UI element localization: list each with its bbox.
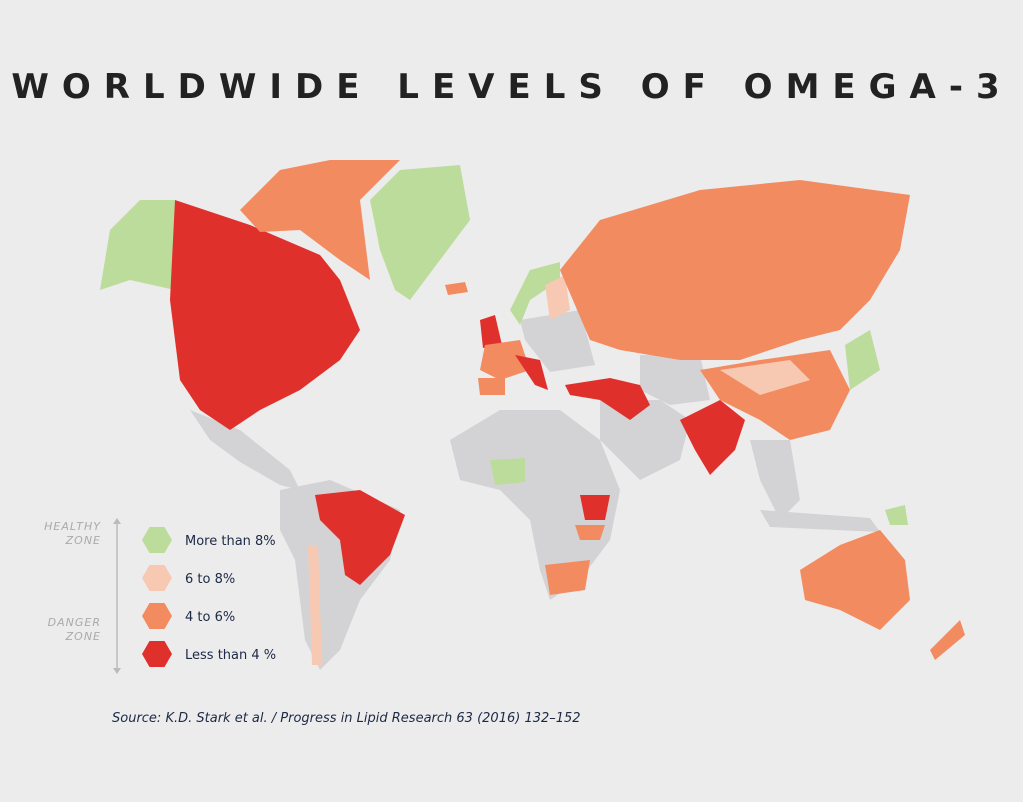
title: WORLDWIDE LEVELS OF OMEGA-3 bbox=[11, 67, 1012, 107]
zone-label: HEALTHY bbox=[44, 520, 101, 533]
italy bbox=[515, 355, 548, 390]
legend-label: 6 to 8% bbox=[185, 572, 235, 587]
zone-scale bbox=[113, 518, 121, 674]
source: Source: K.D. Stark et al. / Progress in … bbox=[112, 711, 581, 726]
arrow-head bbox=[113, 518, 121, 524]
brazil bbox=[315, 490, 405, 585]
zone-label: ZONE bbox=[65, 534, 101, 547]
australia bbox=[800, 530, 910, 630]
arctic-canada bbox=[240, 160, 400, 280]
india bbox=[680, 400, 745, 475]
legend-label: Less than 4 % bbox=[185, 648, 276, 663]
africa bbox=[450, 410, 620, 600]
papua-new-guinea bbox=[885, 505, 908, 525]
france bbox=[480, 340, 530, 380]
central-asia bbox=[640, 355, 710, 405]
new-zealand bbox=[930, 620, 965, 660]
kenya bbox=[580, 495, 610, 520]
alaska bbox=[100, 200, 175, 290]
legend-swatch bbox=[142, 527, 172, 553]
iceland bbox=[445, 282, 468, 295]
uk bbox=[480, 315, 502, 348]
legend-swatch bbox=[142, 603, 172, 629]
south-africa bbox=[545, 560, 590, 595]
world-map bbox=[100, 160, 965, 670]
europe bbox=[520, 310, 595, 372]
zone-label: ZONE bbox=[65, 630, 101, 643]
legend-swatch bbox=[142, 641, 172, 667]
nigeria bbox=[490, 458, 525, 485]
legend: More than 8% 6 to 8% 4 to 6% Less than 4 % bbox=[142, 527, 276, 667]
scandinavia bbox=[510, 262, 560, 325]
zone-label: DANGER bbox=[48, 616, 101, 629]
greenland bbox=[370, 165, 470, 300]
mongolia bbox=[720, 360, 810, 395]
russia bbox=[560, 180, 910, 360]
japan bbox=[845, 330, 880, 390]
chile bbox=[308, 545, 322, 665]
tanzania bbox=[575, 525, 605, 540]
finland bbox=[545, 275, 570, 320]
north-america bbox=[170, 200, 360, 430]
central-america bbox=[190, 410, 300, 490]
arrow-head bbox=[113, 668, 121, 674]
middle-east bbox=[600, 400, 690, 480]
southeast-asia bbox=[750, 440, 800, 520]
legend-label: More than 8% bbox=[185, 534, 276, 549]
legend-label: 4 to 6% bbox=[185, 610, 235, 625]
spain bbox=[478, 378, 505, 395]
legend-swatch bbox=[142, 565, 172, 591]
indonesia bbox=[760, 510, 880, 532]
turkey bbox=[565, 378, 650, 420]
